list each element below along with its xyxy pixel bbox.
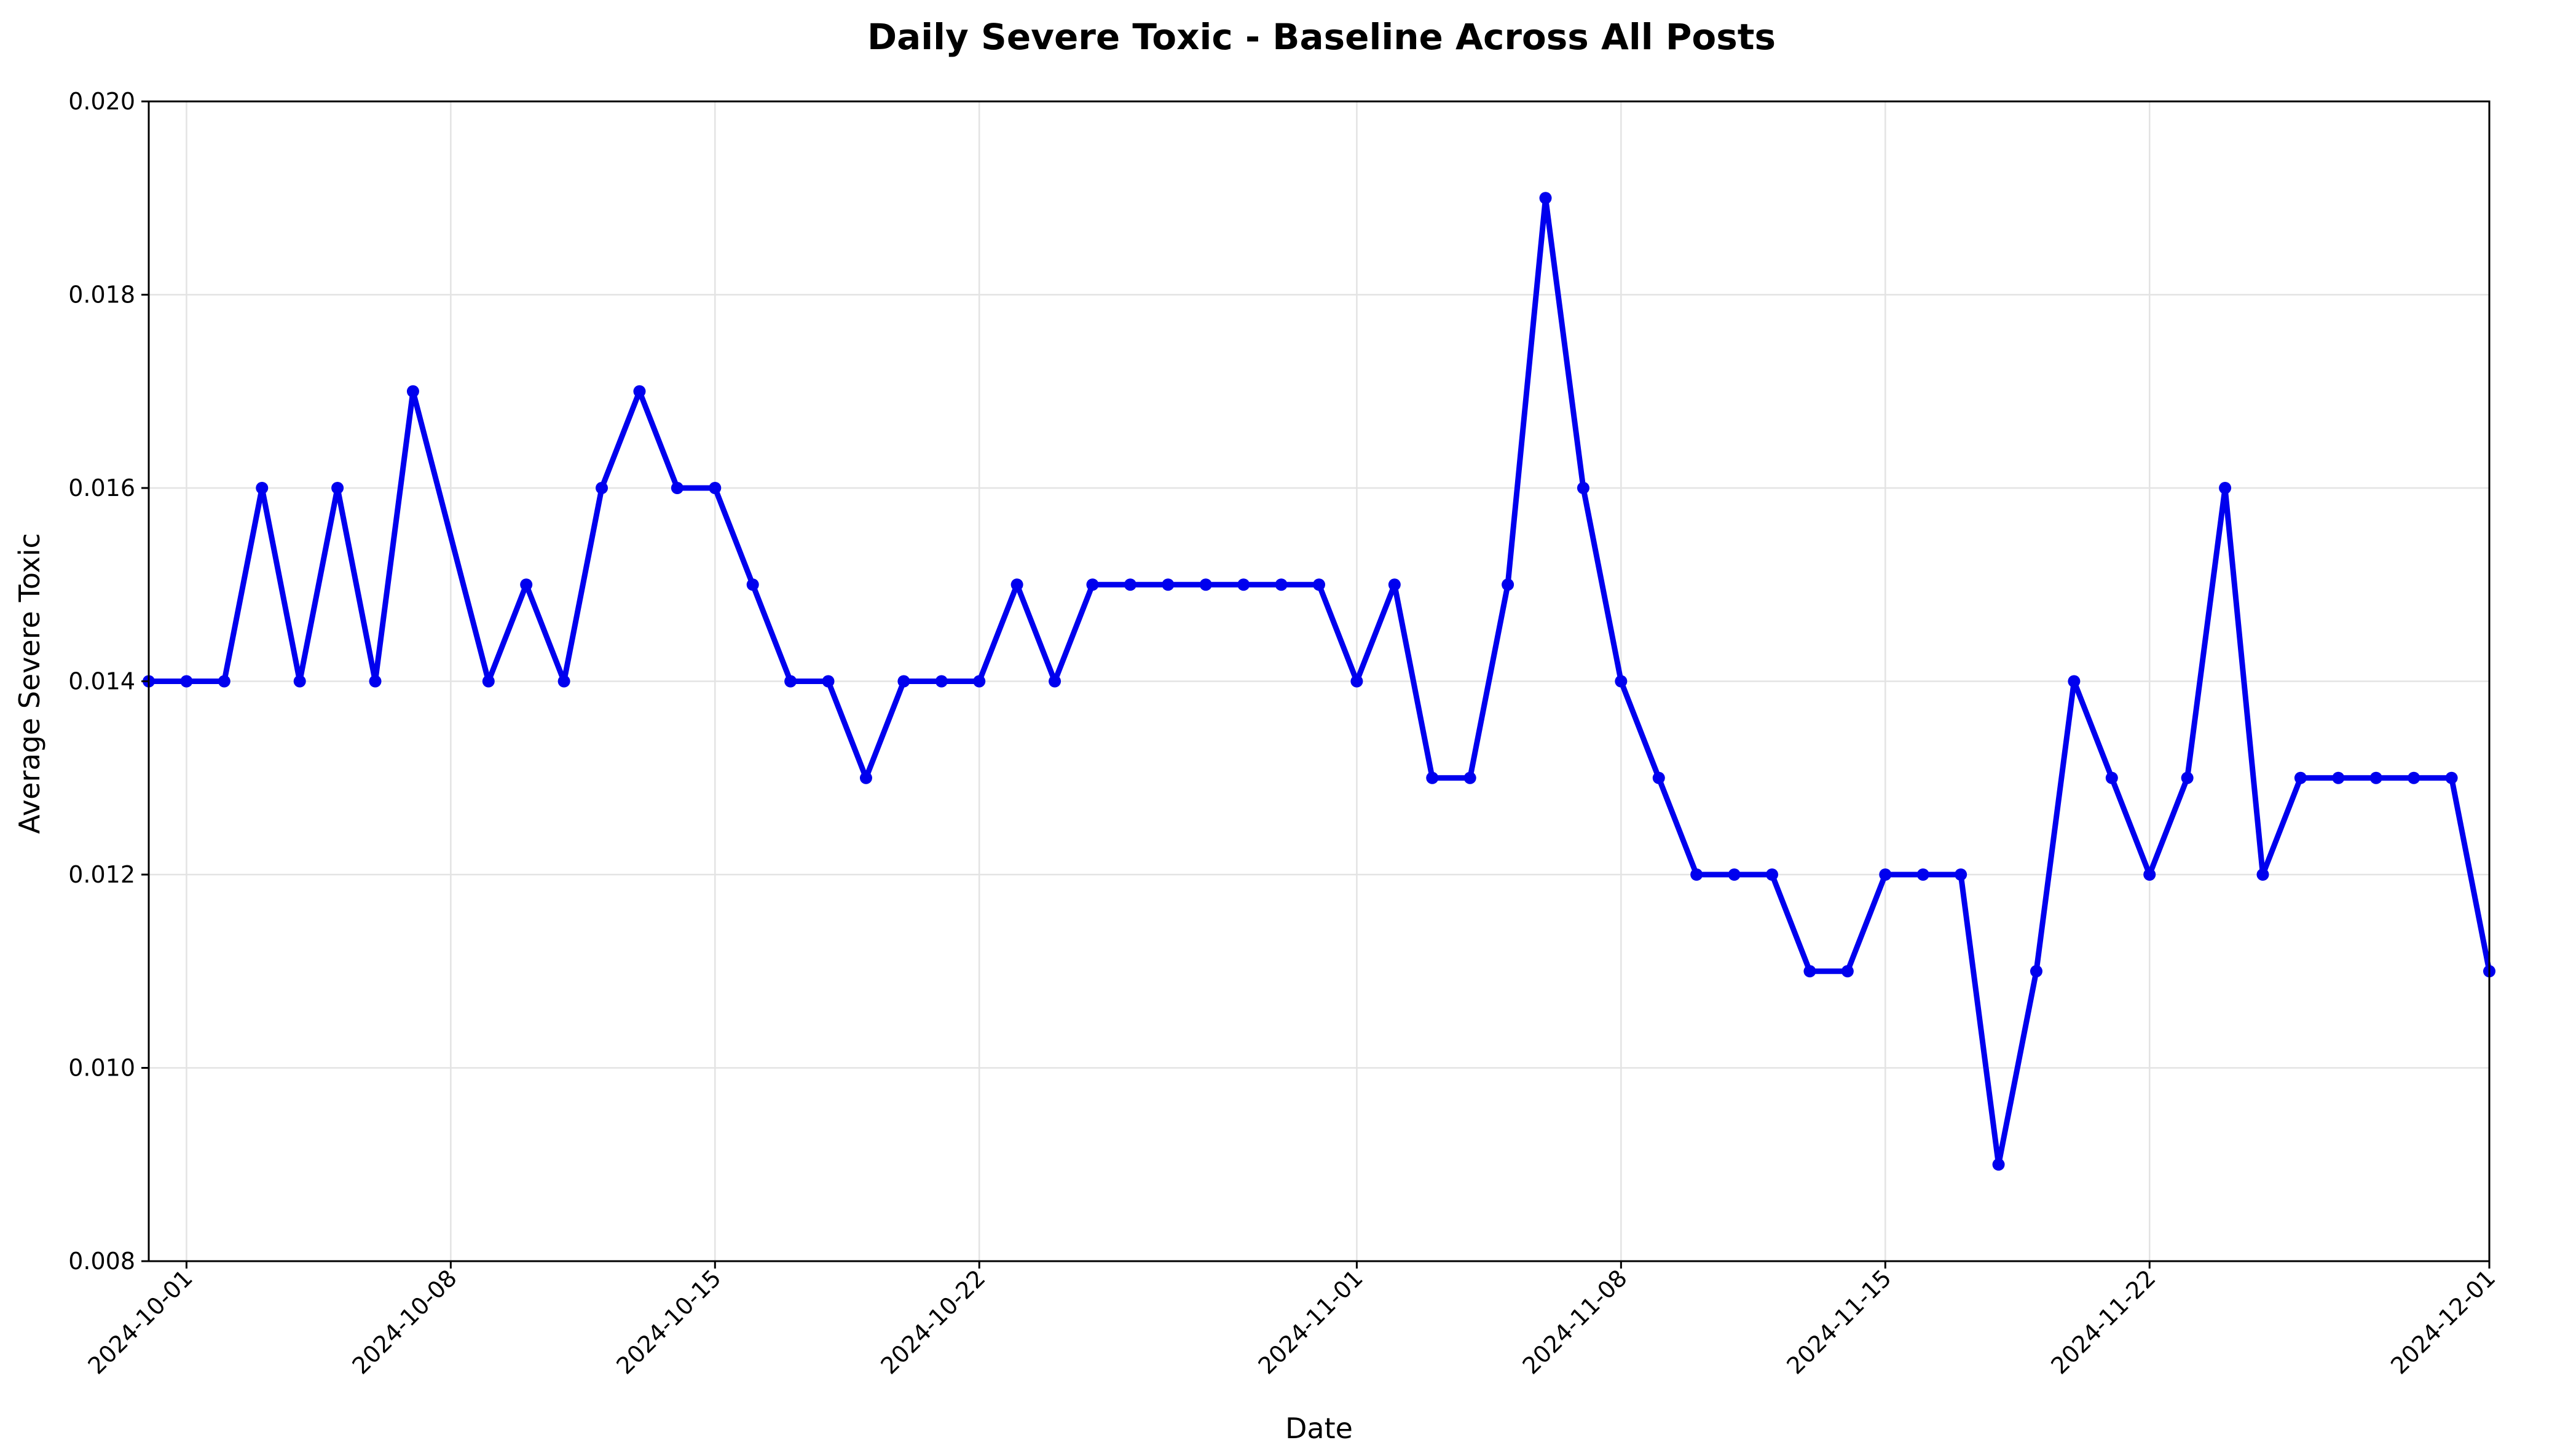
data-point — [1728, 868, 1741, 881]
data-point — [2294, 771, 2307, 784]
data-point — [1275, 578, 1288, 591]
data-point — [746, 578, 759, 591]
data-point — [671, 482, 683, 494]
data-point — [1313, 578, 1325, 591]
y-tick-label: 0.018 — [68, 281, 135, 309]
series-line — [146, 195, 2492, 1168]
data-point — [1049, 675, 1061, 688]
data-point — [1916, 868, 1929, 881]
data-point — [1086, 578, 1099, 591]
y-tick-label: 0.012 — [68, 861, 135, 888]
y-tick-label: 0.014 — [68, 668, 135, 695]
y-axis-label: Average Severe Toxic — [13, 533, 46, 834]
data-point — [1426, 771, 1439, 784]
data-point — [2143, 868, 2156, 881]
y-tick-label: 0.016 — [68, 474, 135, 502]
data-point — [596, 482, 608, 494]
data-point — [1690, 868, 1703, 881]
data-point — [369, 675, 382, 688]
data-point — [1766, 868, 1779, 881]
data-point — [406, 385, 419, 398]
data-point — [2256, 868, 2269, 881]
data-point — [520, 578, 533, 591]
data-point — [1803, 965, 1816, 978]
data-point — [1162, 578, 1175, 591]
data-point — [2408, 771, 2420, 784]
y-tick-label: 0.010 — [68, 1055, 135, 1082]
data-point — [1502, 578, 1514, 591]
data-point — [2445, 771, 2458, 784]
data-point — [482, 675, 495, 688]
data-point — [1615, 675, 1628, 688]
data-point — [557, 675, 570, 688]
data-point — [633, 385, 646, 398]
data-point — [1350, 675, 1363, 688]
data-point — [293, 675, 306, 688]
data-point — [935, 675, 948, 688]
data-point — [709, 482, 722, 494]
data-point — [1879, 868, 1892, 881]
data-point — [859, 771, 872, 784]
data-point — [822, 675, 835, 688]
series-line-layer — [143, 192, 2495, 1171]
data-point — [1010, 578, 1023, 591]
data-point — [2105, 771, 2118, 784]
data-point — [1841, 965, 1854, 978]
data-point — [2068, 675, 2081, 688]
data-point — [1652, 771, 1665, 784]
data-point — [1992, 1158, 2005, 1171]
data-point — [1124, 578, 1136, 591]
data-point — [784, 675, 797, 688]
data-point — [1955, 868, 1967, 881]
data-point — [2219, 482, 2232, 494]
data-point — [1237, 578, 1250, 591]
x-axis-label: Date — [1285, 1412, 1353, 1445]
chart-title: Daily Severe Toxic - Baseline Across All… — [867, 16, 1776, 58]
data-point — [1539, 192, 1552, 205]
y-tick-label: 0.008 — [68, 1248, 135, 1275]
data-point — [1463, 771, 1476, 784]
data-point — [1199, 578, 1212, 591]
data-point — [2369, 771, 2382, 784]
data-point — [973, 675, 986, 688]
data-point — [218, 675, 230, 688]
data-point — [897, 675, 910, 688]
data-point — [256, 482, 269, 494]
y-tick-label: 0.020 — [68, 88, 135, 115]
data-point — [2030, 965, 2042, 978]
data-point — [1388, 578, 1401, 591]
data-point — [1577, 482, 1589, 494]
data-point — [180, 675, 193, 688]
data-point — [2332, 771, 2345, 784]
data-point — [2181, 771, 2194, 784]
data-point — [331, 482, 344, 494]
